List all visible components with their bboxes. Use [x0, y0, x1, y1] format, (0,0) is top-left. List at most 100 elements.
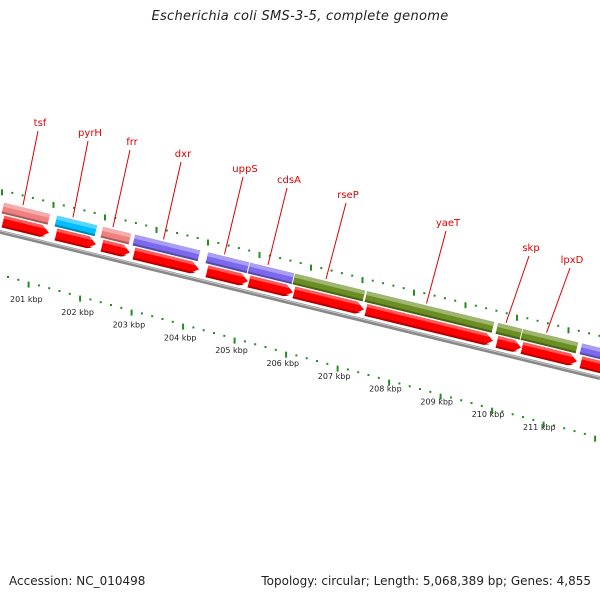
cds-arrow — [292, 286, 364, 314]
cds-arrow — [205, 265, 249, 286]
cds-arrow — [364, 304, 494, 345]
gene-bar-highlight — [497, 323, 523, 333]
scale-labels: 201 kbp 202 kbp 203 kbp 204 kbp 205 kbp 206 k… — [10, 295, 556, 432]
gene-bar — [247, 262, 295, 285]
cds-arrow-highlight — [581, 356, 600, 366]
cds-arrow-highlight — [3, 215, 46, 229]
gene-bar-highlight — [102, 226, 132, 238]
cds-arrow-shadow — [495, 345, 518, 352]
cds-arrow — [1, 215, 50, 237]
gene-bar-shadow — [205, 261, 248, 274]
scale-label: 204 kbp — [164, 333, 197, 342]
gene-leader-line — [22, 130, 39, 206]
gene-bar-highlight — [522, 329, 579, 347]
gene-bar — [100, 226, 132, 245]
gene-bar-highlight — [249, 262, 295, 278]
gene-label-tsf: tsf — [34, 118, 47, 129]
gene-label-dxr: dxr — [175, 149, 192, 160]
scale-label: 210 kbp — [472, 410, 505, 419]
gene-leader-line — [72, 140, 89, 218]
cds-arrow-shadow — [364, 313, 490, 345]
scale-label: 211 kbp — [523, 423, 556, 432]
gene-bar-shadow — [132, 243, 199, 262]
gene-track — [1, 202, 600, 362]
gene-bar-shadow — [54, 224, 96, 237]
gene-leader-line — [426, 230, 447, 304]
gene-bar-shadow — [247, 271, 293, 285]
scale-label: 207 kbp — [318, 372, 351, 381]
gene-label-yaeT: yaeT — [436, 218, 461, 229]
cds-arrow-highlight — [294, 286, 361, 306]
cds-arrow-highlight — [207, 265, 245, 278]
gene-bar-shadow — [292, 282, 364, 302]
gene-bar — [364, 291, 495, 333]
scale-label: 203 kbp — [113, 321, 146, 330]
gene-leader-line — [546, 267, 571, 333]
cds-track — [1, 215, 600, 374]
gene-bar-shadow — [364, 299, 493, 333]
cds-arrow-shadow — [520, 351, 574, 366]
scale-label: 202 kbp — [61, 308, 94, 317]
gene-bar — [54, 215, 98, 237]
gene-bar-shadow — [1, 211, 49, 225]
gene-bar-shadow — [495, 331, 521, 340]
genome-summary-text: Topology: circular; Length: 5,068,389 bp… — [261, 574, 591, 588]
cds-arrow-highlight — [366, 304, 490, 337]
gene-label-rseP: rseP — [337, 190, 359, 201]
scale-label: 205 kbp — [215, 346, 248, 355]
genome-backbone — [0, 229, 600, 380]
gene-bar-highlight — [3, 202, 51, 218]
cds-arrow-highlight — [102, 239, 127, 249]
cds-arrow-highlight — [134, 247, 196, 266]
cds-arrow-shadow — [292, 296, 361, 314]
cds-arrow-highlight — [522, 342, 574, 358]
gene-label-cdsA: cdsA — [277, 175, 301, 186]
gene-bar — [1, 202, 51, 225]
gene-bar-shadow — [520, 337, 577, 354]
gene-bar-highlight — [581, 343, 600, 355]
cds-arrow-shadow — [132, 257, 196, 274]
cds-arrow-shadow — [247, 285, 290, 297]
gene-bar-highlight — [134, 234, 201, 255]
genome-backbone-highlight — [0, 230, 600, 378]
scale-label: 209 kbp — [420, 397, 453, 406]
gene-bar — [292, 273, 366, 302]
cds-arrow-highlight — [56, 228, 93, 241]
cds-arrow — [100, 239, 130, 257]
gene-bar — [495, 323, 523, 340]
cds-arrow-highlight — [249, 275, 290, 289]
scale-label: 201 kbp — [10, 295, 43, 304]
gene-leader-line — [267, 187, 288, 265]
cds-arrow — [495, 336, 522, 352]
cds-arrow-shadow — [1, 225, 46, 237]
scale-label: 206 kbp — [267, 359, 300, 368]
gene-bar-highlight — [207, 252, 250, 267]
gene-leader-line — [163, 161, 182, 240]
cds-arrow-shadow — [100, 249, 127, 257]
gene-bar-highlight — [366, 291, 495, 326]
gene-leader-line — [325, 202, 347, 280]
cds-arrow — [132, 247, 200, 274]
cds-arrow — [520, 342, 578, 366]
gene-label-lpxD: lpxD — [561, 255, 584, 266]
cds-arrow — [54, 228, 97, 249]
gene-label-skp: skp — [522, 243, 539, 254]
gene-bar-shadow — [579, 352, 600, 362]
gene-leader-line — [224, 176, 244, 255]
gene-leader-line — [505, 255, 530, 323]
page-title: Escherichia coli SMS-3-5, complete genom… — [151, 9, 449, 24]
gene-bar — [520, 329, 579, 354]
gene-label-frr: frr — [126, 137, 138, 148]
accession-text: Accession: NC_010498 — [9, 574, 146, 588]
cds-arrow-shadow — [205, 275, 245, 286]
scale-label: 208 kbp — [369, 385, 402, 394]
cds-arrow — [247, 275, 293, 297]
gene-bar-highlight — [56, 215, 98, 230]
gene-label-pyrH: pyrH — [78, 128, 102, 139]
gene-leader-line — [112, 149, 131, 228]
gene-labels: tsf pyrH frr dxr uppS cdsA rseP yaeT skp lpxD — [22, 118, 584, 333]
gene-label-uppS: uppS — [232, 164, 257, 175]
gene-bar — [132, 234, 201, 262]
gene-bar-shadow — [100, 235, 130, 245]
